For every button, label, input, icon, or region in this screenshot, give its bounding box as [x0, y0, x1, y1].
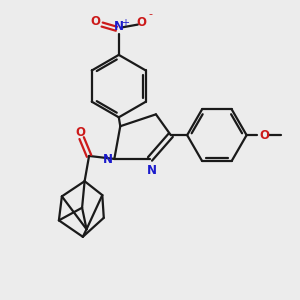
Text: O: O — [75, 126, 85, 139]
Text: N: N — [146, 164, 157, 177]
Text: N: N — [114, 20, 124, 33]
Text: +: + — [121, 18, 129, 28]
Text: O: O — [259, 129, 269, 142]
Text: N: N — [103, 153, 113, 166]
Text: -: - — [148, 9, 152, 19]
Text: O: O — [90, 15, 100, 28]
Text: O: O — [137, 16, 147, 29]
